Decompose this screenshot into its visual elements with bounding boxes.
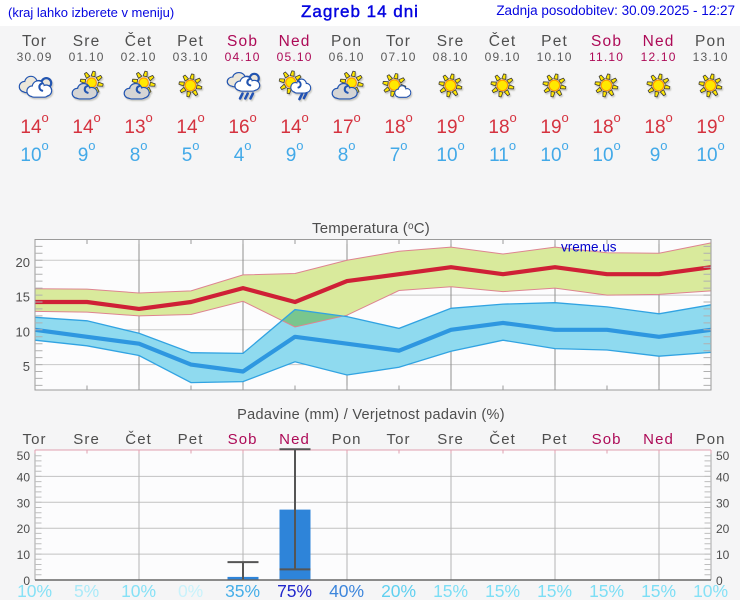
svg-text:Tor: Tor — [23, 431, 47, 448]
svg-text:10: 10 — [17, 548, 31, 562]
svg-text:15%: 15% — [589, 581, 624, 600]
svg-text:0: 0 — [23, 574, 30, 588]
svg-text:Pon: Pon — [332, 431, 362, 448]
svg-text:Padavine (mm) / Verjetnost pad: Padavine (mm) / Verjetnost padavin (%) — [237, 407, 505, 423]
svg-text:Ned: Ned — [279, 431, 310, 448]
svg-text:75%: 75% — [277, 581, 312, 600]
svg-text:Sre: Sre — [73, 431, 100, 448]
svg-text:Sob: Sob — [228, 431, 258, 448]
svg-text:0: 0 — [716, 574, 723, 588]
svg-text:40%: 40% — [329, 581, 364, 600]
svg-text:10: 10 — [16, 324, 30, 339]
svg-text:10%: 10% — [121, 581, 156, 600]
svg-text:Sob: Sob — [592, 431, 622, 448]
svg-text:5: 5 — [23, 359, 30, 374]
svg-text:50: 50 — [716, 449, 730, 463]
svg-text:Pet: Pet — [542, 431, 568, 448]
svg-text:15%: 15% — [433, 581, 468, 600]
svg-text:30: 30 — [17, 496, 31, 510]
svg-text:15%: 15% — [641, 581, 676, 600]
svg-text:40: 40 — [716, 470, 730, 484]
svg-text:0%: 0% — [178, 581, 203, 600]
svg-text:30: 30 — [716, 496, 730, 510]
svg-text:20: 20 — [716, 522, 730, 536]
svg-text:Tor: Tor — [387, 431, 411, 448]
svg-text:20%: 20% — [381, 581, 416, 600]
svg-text:Čet: Čet — [125, 431, 152, 448]
svg-text:40: 40 — [17, 470, 31, 484]
svg-text:Temperatura (oC): Temperatura (oC) — [312, 220, 430, 237]
svg-text:Pet: Pet — [178, 431, 204, 448]
svg-text:Čet: Čet — [489, 431, 516, 448]
svg-text:20: 20 — [17, 522, 31, 536]
svg-text:35%: 35% — [225, 581, 260, 600]
svg-text:vreme.us: vreme.us — [561, 240, 617, 255]
svg-text:15%: 15% — [537, 581, 572, 600]
svg-text:5%: 5% — [74, 581, 99, 600]
svg-text:Pon: Pon — [696, 431, 726, 448]
svg-text:10: 10 — [716, 548, 730, 562]
svg-text:Sre: Sre — [437, 431, 464, 448]
svg-text:10%: 10% — [17, 581, 52, 600]
svg-text:10%: 10% — [693, 581, 728, 600]
svg-text:15%: 15% — [485, 581, 520, 600]
svg-text:Ned: Ned — [643, 431, 674, 448]
svg-text:50: 50 — [17, 449, 31, 463]
svg-text:15: 15 — [16, 290, 30, 305]
svg-text:20: 20 — [16, 255, 30, 270]
